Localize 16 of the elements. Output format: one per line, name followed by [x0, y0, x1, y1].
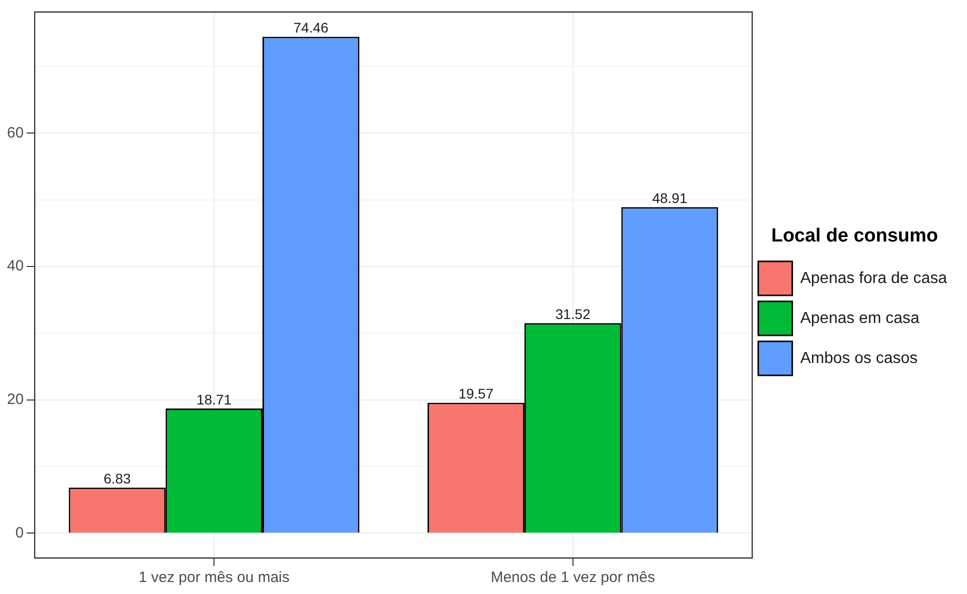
data-label: 74.46 [293, 20, 329, 36]
y-tick-label: 40 [6, 258, 24, 275]
x-tick-label: 1 vez por mês ou mais [138, 569, 290, 586]
data-label: 31.52 [555, 306, 591, 322]
legend-label: Apenas fora de casa [800, 270, 948, 287]
data-label: 18.71 [196, 391, 232, 408]
legend-label: Ambos os casos [800, 350, 918, 367]
y-tick-label: 0 [15, 524, 24, 542]
y-tick-label: 20 [6, 391, 24, 408]
x-tick-label: Menos de 1 vez por mês [490, 569, 655, 586]
y-tick-label: 60 [6, 124, 24, 142]
legend-title: Local de consumo [771, 225, 938, 246]
data-label: 6.83 [104, 470, 132, 487]
data-label: 19.57 [458, 386, 494, 402]
legend-label: Apenas em casa [800, 310, 920, 327]
data-label: 48.91 [652, 190, 688, 206]
